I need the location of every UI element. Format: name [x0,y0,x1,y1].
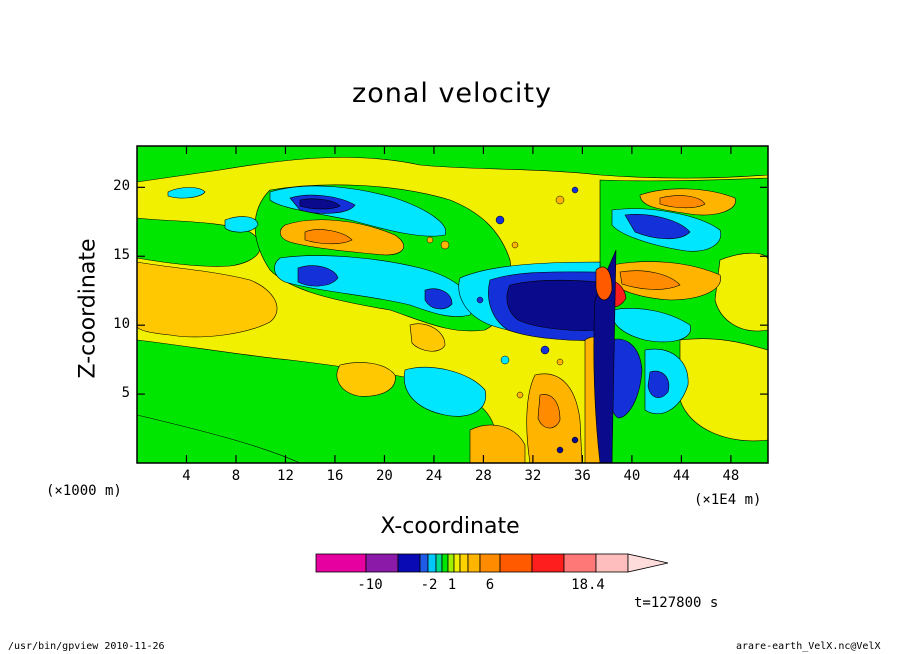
colorbar-segment [531,553,565,573]
colorbar-segment [563,553,597,573]
y-tick-label: 20 [113,178,130,195]
colorbar-segment [467,553,481,573]
y-tick-label: 5 [121,385,130,402]
colorbar-segment [419,553,429,573]
colorbar-segment [365,553,399,573]
chart-title: zonal velocity [352,78,552,109]
colorbar-segment [595,553,629,573]
x-unit-left: (×1000 m) [46,483,122,499]
x-axis-ticks [185,146,732,463]
x-tick-label: 40 [623,468,641,484]
footer-left: /usr/bin/gpview 2010-11-26 [8,641,165,652]
x-tick-label: 44 [672,468,690,484]
y-tick-label: 10 [113,316,130,333]
colorbar-segment [397,553,421,573]
x-tick-label: 32 [524,468,542,484]
colorbar-segment [427,553,437,573]
colorbar-label: 1 [447,577,457,593]
y-tick-label: 15 [113,247,130,264]
contour-field [137,146,768,463]
time-label: t=127800 s [634,595,719,611]
colorbar [315,553,669,573]
x-tick-label: 20 [376,468,393,484]
colorbar-segment [459,553,469,573]
colorbar-label: 18.4 [571,577,605,593]
colorbar-segment [435,553,443,573]
x-tick-label: 4 [182,468,191,484]
y-axis-label: Z-coordinate [75,238,101,379]
colorbar-label: -2 [420,577,438,593]
x-tick-label: 36 [573,468,591,484]
x-tick-label: 28 [474,468,492,484]
colorbar-segment [441,553,449,573]
x-tick-label: 24 [425,468,443,484]
x-axis-label: X-coordinate [380,514,520,539]
colorbar-label: -10 [357,577,383,593]
x-tick-label: 48 [722,468,740,484]
x-tick-label: 12 [277,468,294,484]
x-unit-right: (×1E4 m) [694,492,762,508]
plot-frame [136,145,769,464]
y-axis-ticks [137,186,768,395]
x-tick-label: 8 [231,468,241,484]
colorbar-segment [447,553,455,573]
colorbar-segment [499,553,533,573]
colorbar-segment [315,553,367,573]
x-tick-label: 16 [326,468,344,484]
footer-right: arare-earth_VelX.nc@VelX [736,641,881,652]
colorbar-extension [627,553,669,573]
colorbar-segment [453,553,461,573]
colorbar-label: 6 [485,577,495,593]
colorbar-segment [479,553,501,573]
